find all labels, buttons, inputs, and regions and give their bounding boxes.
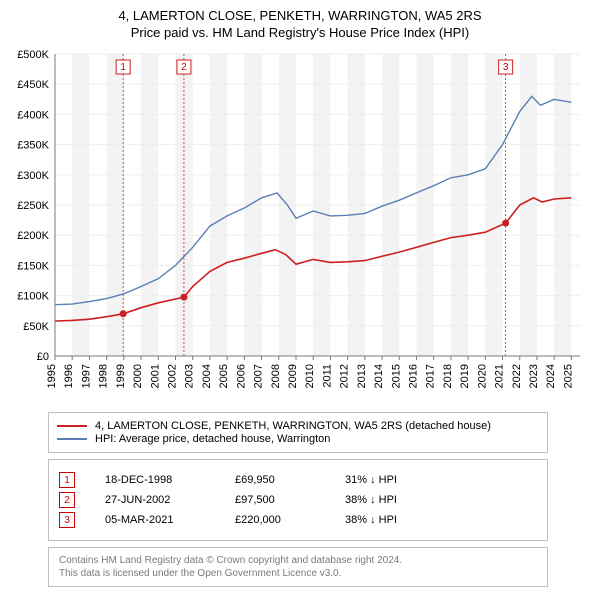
svg-text:2025: 2025: [562, 364, 574, 388]
svg-text:2002: 2002: [166, 364, 178, 388]
svg-text:£50K: £50K: [23, 321, 49, 333]
footer-line2: This data is licensed under the Open Gov…: [59, 567, 537, 580]
svg-text:2010: 2010: [304, 364, 316, 388]
svg-text:£0: £0: [37, 351, 49, 363]
svg-text:1999: 1999: [115, 364, 127, 388]
event-pct-1: 31% ↓ HPI: [345, 474, 397, 486]
svg-text:2024: 2024: [545, 364, 557, 388]
event-price-2: £97,500: [235, 494, 345, 506]
svg-text:2014: 2014: [373, 364, 385, 388]
svg-text:£500K: £500K: [17, 49, 49, 61]
legend-item-property: 4, LAMERTON CLOSE, PENKETH, WARRINGTON, …: [57, 420, 539, 432]
svg-text:2015: 2015: [390, 364, 402, 388]
event-marker-3: 3: [59, 512, 75, 528]
event-pct-2: 38% ↓ HPI: [345, 494, 397, 506]
svg-text:2023: 2023: [528, 364, 540, 388]
svg-text:2003: 2003: [184, 364, 196, 388]
event-marker-1: 1: [59, 472, 75, 488]
svg-text:1996: 1996: [63, 364, 75, 388]
legend-swatch-hpi: [57, 438, 87, 440]
svg-text:£350K: £350K: [17, 140, 49, 152]
svg-text:2000: 2000: [132, 364, 144, 388]
svg-text:2009: 2009: [287, 364, 299, 388]
event-marker-2: 2: [59, 492, 75, 508]
svg-text:2005: 2005: [218, 364, 230, 388]
footer: Contains HM Land Registry data © Crown c…: [48, 547, 548, 587]
title-line2: Price paid vs. HM Land Registry's House …: [10, 25, 590, 40]
svg-text:£450K: £450K: [17, 79, 49, 91]
svg-text:2020: 2020: [476, 364, 488, 388]
svg-text:2022: 2022: [511, 364, 523, 388]
svg-text:2018: 2018: [442, 364, 454, 388]
svg-text:£100K: £100K: [17, 291, 49, 303]
svg-text:1: 1: [120, 62, 126, 73]
svg-text:2001: 2001: [149, 364, 161, 388]
legend: 4, LAMERTON CLOSE, PENKETH, WARRINGTON, …: [48, 412, 548, 453]
event-price-1: £69,950: [235, 474, 345, 486]
legend-label-hpi: HPI: Average price, detached house, Warr…: [95, 433, 330, 445]
event-date-3: 05-MAR-2021: [105, 514, 235, 526]
svg-text:2004: 2004: [201, 364, 213, 388]
svg-text:£400K: £400K: [17, 109, 49, 121]
event-price-3: £220,000: [235, 514, 345, 526]
svg-text:2016: 2016: [407, 364, 419, 388]
footer-line1: Contains HM Land Registry data © Crown c…: [59, 554, 537, 567]
svg-text:1995: 1995: [46, 364, 58, 388]
svg-text:2011: 2011: [321, 364, 333, 388]
legend-label-property: 4, LAMERTON CLOSE, PENKETH, WARRINGTON, …: [95, 420, 491, 432]
svg-text:3: 3: [503, 62, 509, 73]
svg-text:£300K: £300K: [17, 170, 49, 182]
legend-item-hpi: HPI: Average price, detached house, Warr…: [57, 433, 539, 445]
svg-text:1998: 1998: [98, 364, 110, 388]
event-pct-3: 38% ↓ HPI: [345, 514, 397, 526]
event-date-2: 27-JUN-2002: [105, 494, 235, 506]
event-date-1: 18-DEC-1998: [105, 474, 235, 486]
svg-text:2013: 2013: [356, 364, 368, 388]
title-block: 4, LAMERTON CLOSE, PENKETH, WARRINGTON, …: [10, 8, 590, 40]
svg-text:2008: 2008: [270, 364, 282, 388]
title-line1: 4, LAMERTON CLOSE, PENKETH, WARRINGTON, …: [10, 8, 590, 23]
chart-area: £0 £50K £100K £150K £200K £250K £300K £350K £400…: [10, 46, 590, 406]
svg-text:2019: 2019: [459, 364, 471, 388]
event-row-1: 1 18-DEC-1998 £69,950 31% ↓ HPI: [59, 472, 537, 488]
event-row-3: 3 05-MAR-2021 £220,000 38% ↓ HPI: [59, 512, 537, 528]
svg-text:£250K: £250K: [17, 200, 49, 212]
svg-text:2017: 2017: [425, 364, 437, 388]
svg-text:2: 2: [181, 62, 187, 73]
svg-text:2007: 2007: [253, 364, 265, 388]
line-chart: £0 £50K £100K £150K £200K £250K £300K £350K £400…: [10, 46, 590, 406]
svg-text:2021: 2021: [494, 364, 506, 388]
svg-text:£150K: £150K: [17, 260, 49, 272]
legend-swatch-property: [57, 425, 87, 427]
svg-text:1997: 1997: [80, 364, 92, 388]
chart-container: 4, LAMERTON CLOSE, PENKETH, WARRINGTON, …: [0, 0, 600, 597]
svg-text:2006: 2006: [235, 364, 247, 388]
svg-text:2012: 2012: [339, 364, 351, 388]
event-row-2: 2 27-JUN-2002 £97,500 38% ↓ HPI: [59, 492, 537, 508]
svg-text:£200K: £200K: [17, 230, 49, 242]
events-table: 1 18-DEC-1998 £69,950 31% ↓ HPI 2 27-JUN…: [48, 459, 548, 541]
